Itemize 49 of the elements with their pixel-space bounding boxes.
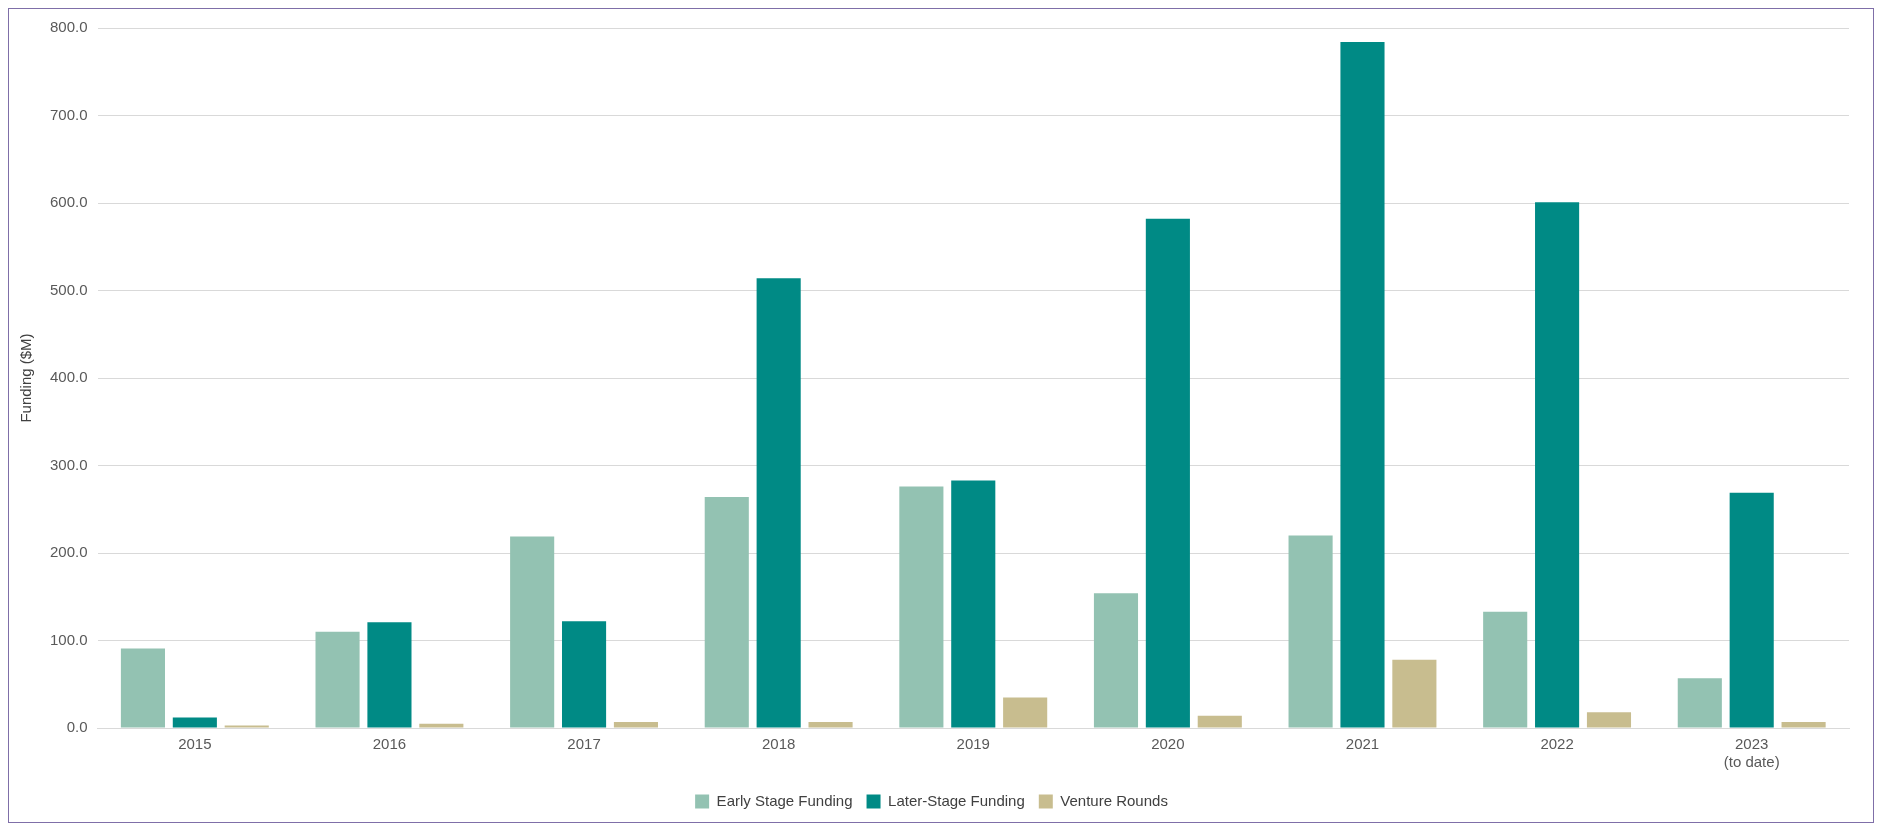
y-tick-label: 0.0	[66, 718, 88, 736]
x-tick-label: 2017	[567, 735, 601, 753]
bar	[1586, 712, 1632, 728]
bar	[1145, 218, 1190, 728]
bar	[1093, 593, 1139, 728]
x-tick-label: 2019	[956, 735, 990, 753]
bar	[224, 725, 269, 728]
bar	[1483, 611, 1528, 728]
bar	[756, 278, 801, 728]
x-tick-label: 2015	[178, 735, 212, 753]
bar	[1392, 659, 1437, 728]
bar	[367, 622, 412, 728]
x-tick-label: 2023 (to date)	[1723, 735, 1780, 771]
bar	[172, 717, 217, 728]
bar	[510, 536, 555, 728]
bar	[1781, 721, 1826, 728]
x-tick-label: 2018	[761, 735, 796, 753]
bar	[1288, 535, 1333, 728]
y-tick-label: 200.0	[49, 543, 88, 561]
bar	[419, 723, 464, 728]
x-tick-label: 2021	[1345, 735, 1380, 753]
bar	[562, 621, 607, 728]
y-tick-label: 300.0	[49, 455, 88, 473]
bar	[1729, 492, 1774, 728]
y-tick-label: 100.0	[49, 630, 88, 648]
bar	[1003, 697, 1048, 728]
bar	[899, 486, 944, 728]
x-tick-label: 2016	[372, 735, 407, 753]
y-tick-label: 700.0	[49, 105, 88, 123]
legend-label: Later-Stage Funding	[888, 791, 1025, 809]
y-tick-label: 500.0	[49, 280, 88, 298]
legend-label: Early Stage Funding	[716, 791, 853, 809]
x-tick-label: 2022	[1540, 735, 1574, 753]
bar	[613, 721, 659, 728]
bar	[704, 497, 749, 728]
bar	[808, 721, 853, 728]
legend-label: Venture Rounds	[1060, 791, 1168, 809]
bar	[1535, 202, 1580, 728]
y-tick-label: 400.0	[49, 368, 88, 386]
x-tick-label: 2020	[1151, 735, 1185, 753]
bar	[120, 648, 165, 728]
bar	[1197, 715, 1242, 728]
bar	[315, 631, 360, 728]
y-axis-title: Funding ($M)	[17, 333, 35, 423]
bar	[1340, 42, 1385, 728]
y-tick-label: 800.0	[49, 18, 88, 36]
bar	[1677, 678, 1722, 728]
bar	[951, 480, 996, 728]
y-tick-label: 600.0	[49, 193, 88, 211]
